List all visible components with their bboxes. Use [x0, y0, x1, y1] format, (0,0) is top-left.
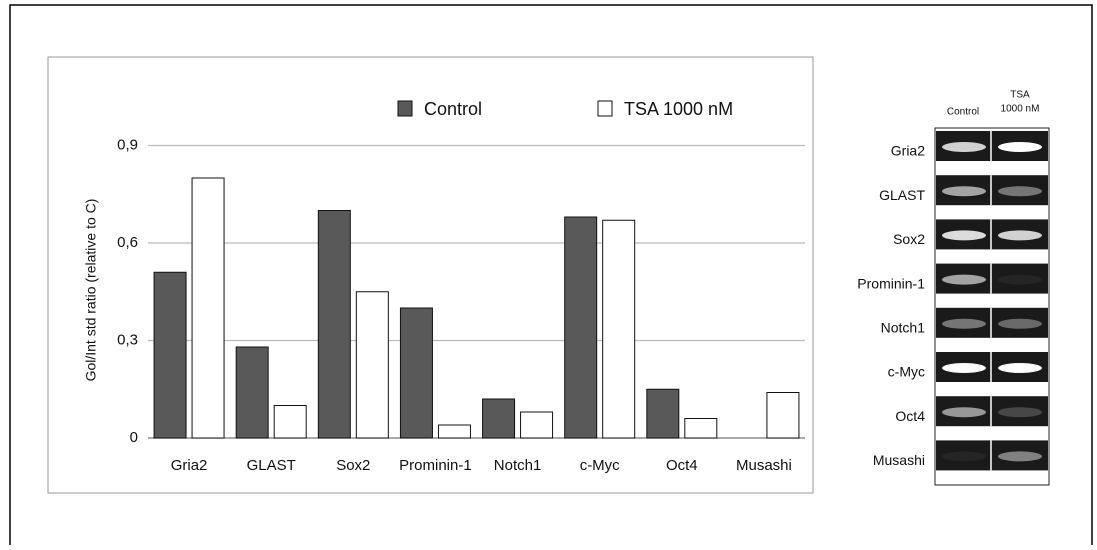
- bar: [318, 211, 350, 439]
- x-tick-label: Musashi: [736, 457, 792, 474]
- gel-band: [942, 407, 986, 417]
- x-tick-label: Notch1: [494, 457, 542, 474]
- x-tick-label: Oct4: [666, 457, 698, 474]
- bar: [647, 389, 679, 438]
- gel-band: [942, 363, 986, 373]
- gel-row-label: GLAST: [879, 187, 925, 203]
- gel-band: [998, 319, 1042, 329]
- gel-band: [942, 186, 986, 196]
- bar: [154, 272, 186, 438]
- bar: [274, 406, 306, 439]
- gel-band: [942, 319, 986, 329]
- gel-band: [998, 407, 1042, 417]
- gel-band: [942, 275, 986, 285]
- gel-row-label: Sox2: [893, 231, 925, 247]
- x-tick-label: Sox2: [336, 457, 370, 474]
- bar: [565, 217, 597, 438]
- x-tick-label: Gria2: [171, 457, 208, 474]
- y-axis-label: Gol/Int std ratio (relative to C): [83, 199, 99, 382]
- bar: [400, 308, 432, 438]
- bar: [483, 399, 515, 438]
- gel-band: [998, 230, 1042, 240]
- gel-row-label: Prominin-1: [857, 275, 925, 291]
- gel-row-label: Gria2: [891, 143, 925, 159]
- bar: [192, 178, 224, 438]
- bar: [603, 220, 635, 438]
- gel-row-label: c-Myc: [888, 364, 925, 380]
- bar: [767, 393, 799, 439]
- page: Gol/Int std ratio (relative to C) 0 0,3 0,…: [0, 0, 1097, 545]
- gel-band: [998, 142, 1042, 152]
- gel-lane-label: TSA: [1010, 90, 1030, 101]
- x-tick-label: c-Myc: [580, 457, 620, 474]
- bar: [521, 412, 553, 438]
- y-tick-label: 0,6: [117, 234, 138, 251]
- bar: [685, 419, 717, 439]
- x-tick-label: GLAST: [247, 457, 296, 474]
- bar: [236, 347, 268, 438]
- legend-label: TSA 1000 nM: [624, 99, 733, 119]
- bar: [356, 292, 388, 438]
- gel-row-label: Oct4: [895, 408, 925, 424]
- x-tick-label: Prominin-1: [399, 457, 472, 474]
- legend-label: Control: [424, 99, 482, 119]
- gel-lane-label: 1000 nM: [1001, 104, 1040, 115]
- gel-lane-label: Control: [947, 107, 979, 118]
- gel-row-label: Notch1: [881, 320, 926, 336]
- legend-swatch: [598, 101, 612, 116]
- y-tick-label: 0,3: [117, 331, 138, 348]
- gel-band: [998, 275, 1042, 285]
- y-tick-label: 0,9: [117, 136, 138, 153]
- gel-band: [942, 451, 986, 461]
- legend-swatch: [398, 101, 412, 116]
- gel-row-label: Musashi: [873, 452, 925, 468]
- gel-band: [942, 142, 986, 152]
- y-tick-label: 0: [130, 429, 138, 446]
- gel-band: [942, 230, 986, 240]
- gel-band: [998, 186, 1042, 196]
- gel-band: [998, 451, 1042, 461]
- bar: [438, 425, 470, 438]
- gel-band: [998, 363, 1042, 373]
